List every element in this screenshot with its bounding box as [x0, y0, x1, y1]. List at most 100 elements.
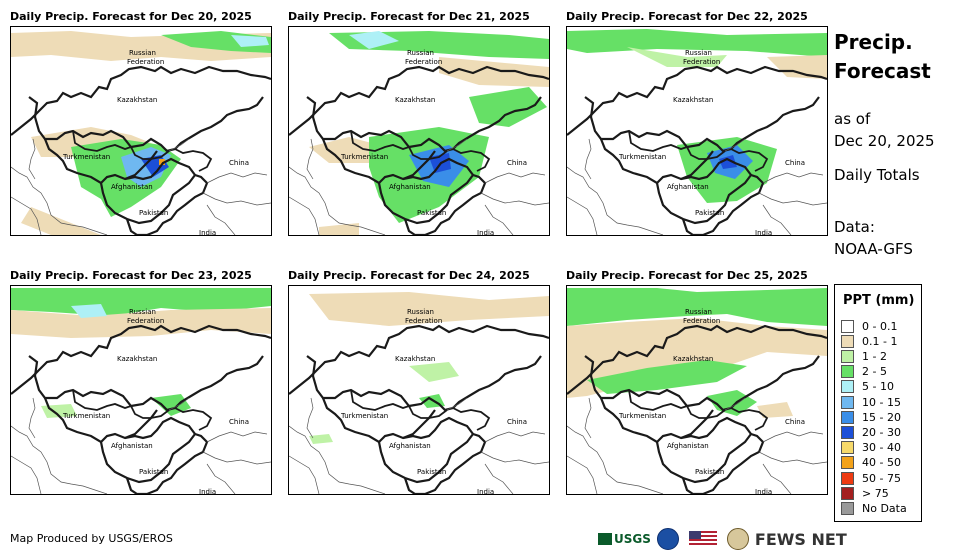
- country-label-turkmenistan: Turkmenistan: [618, 412, 666, 420]
- forecast-panel: Daily Precip. Forecast for Dec 21, 2025 …: [288, 10, 558, 242]
- map-credit: Map Produced by USGS/EROS: [10, 532, 173, 545]
- as-of-label: as of: [834, 110, 871, 128]
- legend-swatch: [841, 441, 854, 455]
- country-label-afghanistan: Afghanistan: [389, 442, 431, 450]
- legend-swatch: [841, 486, 854, 500]
- country-label-pakistan: Pakistan: [695, 209, 724, 217]
- legend-label: 40 - 50: [862, 456, 901, 470]
- country-label-pakistan: Pakistan: [417, 209, 446, 217]
- legend-label: No Data: [862, 501, 907, 515]
- country-label-pakistan: Pakistan: [417, 468, 446, 476]
- country-label-kazakhstan: Kazakhstan: [673, 96, 713, 104]
- country-label-russia2: Federation: [683, 317, 720, 325]
- legend-item: 2 - 5: [841, 365, 887, 379]
- data-source: Data: NOAA-GFS: [834, 216, 913, 260]
- country-label-pakistan: Pakistan: [139, 209, 168, 217]
- country-label-afghanistan: Afghanistan: [667, 183, 709, 191]
- legend-label: 50 - 75: [862, 471, 901, 485]
- country-label-india: India: [199, 488, 216, 494]
- legend-item: 20 - 30: [841, 425, 901, 439]
- legend-item: 10 - 15: [841, 395, 901, 409]
- usgs-mark-icon: [598, 533, 612, 545]
- country-label-india: India: [755, 488, 772, 494]
- daily-totals-label: Daily Totals: [834, 166, 920, 184]
- panel-title: Daily Precip. Forecast for Dec 20, 2025: [10, 10, 252, 23]
- country-label-turkmenistan: Turkmenistan: [618, 153, 666, 161]
- country-label-afghanistan: Afghanistan: [111, 442, 153, 450]
- precip-area: [409, 362, 459, 382]
- country-label-india: India: [755, 229, 772, 235]
- country-label-afghanistan: Afghanistan: [389, 183, 431, 191]
- country-label-china: China: [229, 418, 249, 426]
- precip-map: Russian Federation Kazakhstan Turkmenistan C…: [288, 285, 550, 495]
- precip-area: [151, 394, 191, 416]
- as-of-value: Dec 20, 2025: [834, 132, 935, 150]
- noaa-logo-icon: [656, 528, 679, 550]
- country-label-kazakhstan: Kazakhstan: [395, 96, 435, 104]
- precip-area: [309, 137, 379, 163]
- legend-swatch: [841, 410, 854, 424]
- country-label-china: China: [507, 418, 527, 426]
- precip-map: Russian Federation Kazakhstan Turkmenistan C…: [10, 285, 272, 495]
- precip-map: Russian Federation Kazakhstan Turkmenistan C…: [10, 26, 272, 236]
- precip-map: Russian Federation Kazakhstan Turkmenistan C…: [288, 26, 550, 236]
- legend-swatch: [841, 365, 854, 379]
- precip-area: [627, 47, 727, 67]
- legend-label: 5 - 10: [862, 380, 894, 394]
- legend-swatch: [841, 456, 854, 470]
- country-label-pakistan: Pakistan: [139, 468, 168, 476]
- country-label-russia1: Russian: [129, 308, 156, 316]
- precip-area: [567, 288, 827, 326]
- precip-area: [349, 31, 399, 49]
- precip-area: [767, 55, 827, 79]
- forecast-panel: Daily Precip. Forecast for Dec 23, 2025 …: [10, 269, 280, 501]
- legend-swatch: [841, 319, 854, 333]
- usgs-logo: USGS: [598, 532, 651, 546]
- forecast-panel: Daily Precip. Forecast for Dec 20, 2025 …: [10, 10, 280, 242]
- precip-area: [21, 207, 101, 235]
- country-label-kazakhstan: Kazakhstan: [117, 96, 157, 104]
- legend-label: > 75: [862, 486, 889, 500]
- forecast-panel: Daily Precip. Forecast for Dec 25, 2025 …: [566, 269, 836, 501]
- country-label-india: India: [477, 488, 494, 494]
- country-label-china: China: [785, 159, 805, 167]
- precip-area: [757, 402, 793, 418]
- legend-label: 15 - 20: [862, 410, 901, 424]
- data-source-value: NOAA-GFS: [834, 240, 913, 258]
- country-label-kazakhstan: Kazakhstan: [395, 355, 435, 363]
- precip-area: [71, 304, 107, 318]
- logo-bar: USGS FEWS NET: [598, 527, 847, 551]
- panel-title: Daily Precip. Forecast for Dec 22, 2025: [566, 10, 808, 23]
- precip-area: [309, 292, 549, 326]
- legend-item: 0 - 0.1: [841, 319, 897, 333]
- country-label-turkmenistan: Turkmenistan: [340, 153, 388, 161]
- panel-title: Daily Precip. Forecast for Dec 25, 2025: [566, 269, 808, 282]
- country-label-india: India: [477, 229, 494, 235]
- country-label-afghanistan: Afghanistan: [111, 183, 153, 191]
- forecast-panel: Daily Precip. Forecast for Dec 22, 2025 …: [566, 10, 836, 242]
- legend-item: 1 - 2: [841, 349, 887, 363]
- legend-item: 50 - 75: [841, 471, 901, 485]
- legend-swatch: [841, 395, 854, 409]
- legend-swatch: [841, 501, 854, 515]
- country-label-russia1: Russian: [407, 49, 434, 57]
- usgs-logo-text: USGS: [614, 532, 651, 546]
- forecast-panel: Daily Precip. Forecast for Dec 24, 2025 …: [288, 269, 558, 501]
- country-label-russia2: Federation: [405, 317, 442, 325]
- legend-label: 30 - 40: [862, 441, 901, 455]
- legend-label: 2 - 5: [862, 365, 887, 379]
- panel-title: Daily Precip. Forecast for Dec 23, 2025: [10, 269, 252, 282]
- country-label-russia2: Federation: [683, 58, 720, 66]
- country-label-pakistan: Pakistan: [695, 468, 724, 476]
- legend-item: 0.1 - 1: [841, 334, 897, 348]
- legend-swatch: [841, 471, 854, 485]
- precip-map: Russian Federation Kazakhstan Turkmenistan C…: [566, 285, 828, 495]
- forecast-title-line2: Forecast: [834, 59, 931, 83]
- legend-item: 30 - 40: [841, 441, 901, 455]
- legend-item: > 75: [841, 486, 889, 500]
- fews-net-logo: FEWS NET: [754, 529, 847, 549]
- legend-swatch: [841, 425, 854, 439]
